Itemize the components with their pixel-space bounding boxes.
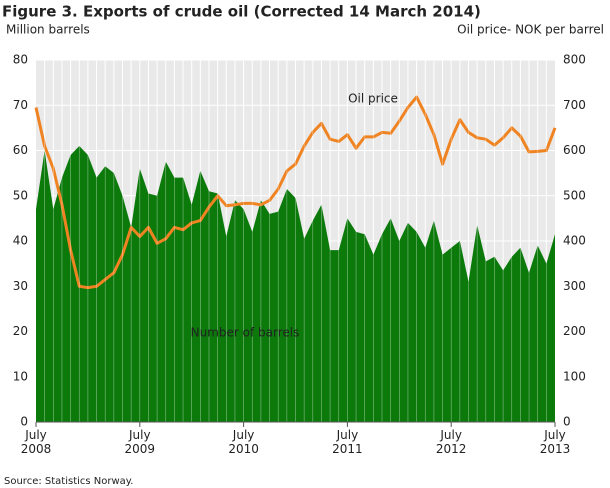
y2-tick-label: 500 bbox=[563, 188, 586, 202]
y-tick-label: 0 bbox=[20, 415, 28, 429]
y-tick-label: 20 bbox=[13, 324, 28, 338]
y2-tick-label: 100 bbox=[563, 369, 586, 383]
chart-title: Figure 3. Exports of crude oil (Correcte… bbox=[2, 3, 481, 21]
x-tick-label: July 2011 bbox=[332, 428, 363, 456]
y2-axis-title: Oil price- NOK per barrel bbox=[457, 23, 604, 37]
y-tick-label: 10 bbox=[13, 369, 28, 383]
y-tick-label: 60 bbox=[13, 143, 28, 157]
y-tick-label: 40 bbox=[13, 234, 28, 248]
x-tick-label: July 2013 bbox=[539, 428, 571, 456]
x-tick-label: July 2009 bbox=[124, 428, 156, 456]
y-tick-label: 50 bbox=[13, 188, 28, 202]
y2-tick-label: 800 bbox=[563, 53, 586, 67]
y2-tick-label: 700 bbox=[563, 98, 586, 112]
annotation: Oil price bbox=[348, 92, 398, 106]
y2-tick-label: 300 bbox=[563, 279, 586, 293]
y2-tick-label: 600 bbox=[563, 143, 586, 157]
y2-tick-label: 0 bbox=[563, 415, 571, 429]
y-tick-label: 30 bbox=[13, 279, 28, 293]
y2-tick-label: 400 bbox=[563, 234, 586, 248]
y-tick-label: 80 bbox=[13, 53, 28, 67]
y2-tick-label: 200 bbox=[563, 324, 586, 338]
y-tick-label: 70 bbox=[13, 98, 28, 112]
x-tick-label: July 2010 bbox=[228, 428, 259, 456]
y-axis-title: Million barrels bbox=[6, 23, 90, 37]
source: Source: Statistics Norway. bbox=[4, 476, 133, 487]
x-tick-label: July 2008 bbox=[20, 428, 52, 456]
annotation: Number of barrels bbox=[191, 326, 300, 340]
x-tick-label: July 2012 bbox=[435, 428, 467, 456]
